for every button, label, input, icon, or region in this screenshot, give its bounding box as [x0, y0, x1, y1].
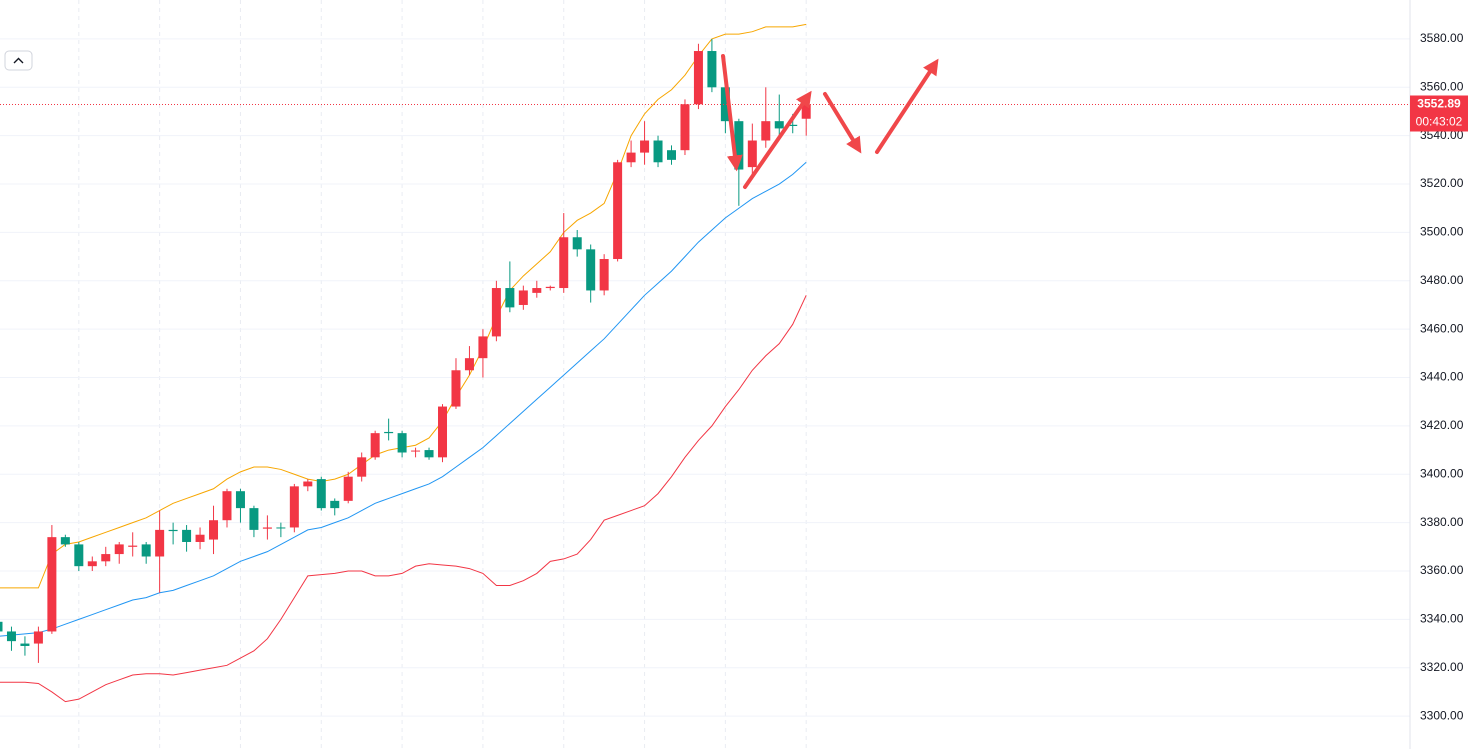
- y-tick-label: 3500.00: [1420, 225, 1464, 239]
- candle-body: [411, 450, 421, 452]
- candle-body: [0, 621, 3, 632]
- candle-body: [518, 290, 528, 305]
- candle-body: [6, 631, 16, 642]
- candle-body: [370, 433, 380, 458]
- y-tick-label: 3400.00: [1420, 466, 1464, 480]
- candle-body: [693, 51, 703, 105]
- candle-body: [734, 121, 744, 170]
- y-tick-label: 3560.00: [1420, 79, 1464, 93]
- candle-body: [491, 288, 501, 337]
- arrow: [721, 54, 743, 172]
- candle-body: [316, 479, 326, 509]
- candle-body: [330, 500, 340, 509]
- arrow: [823, 92, 862, 154]
- candle-body: [464, 358, 474, 371]
- candle-body: [168, 529, 178, 532]
- candle-body: [599, 259, 609, 291]
- candle-body: [424, 450, 434, 458]
- candle-body: [559, 237, 569, 289]
- candle-body: [60, 537, 70, 545]
- candle-body: [680, 104, 690, 151]
- button-frame[interactable]: [4, 50, 33, 71]
- candle-body: [209, 520, 219, 540]
- candle-body: [155, 529, 165, 557]
- candle-body: [572, 237, 582, 250]
- candle-body: [47, 537, 57, 632]
- annotation-arrows: [721, 54, 939, 189]
- candle-body: [128, 545, 138, 547]
- candle-body: [222, 491, 232, 521]
- candle-body: [195, 534, 205, 542]
- candle-body: [667, 150, 676, 160]
- candle-body: [451, 370, 461, 407]
- time-grid: [78, 0, 807, 749]
- candle-body: [613, 162, 623, 260]
- y-tick-label: 3300.00: [1420, 708, 1464, 722]
- candle-body: [532, 288, 542, 293]
- y-tick-label: 3580.00: [1420, 31, 1464, 45]
- candle-body: [33, 631, 43, 644]
- plot: [0, 23, 1410, 717]
- collapse-button[interactable]: [4, 50, 33, 71]
- candle-body: [653, 140, 663, 163]
- y-tick-label: 3320.00: [1420, 660, 1464, 674]
- candle-body: [74, 544, 84, 567]
- arrow: [875, 58, 939, 154]
- candle-body: [761, 121, 771, 141]
- candle-body: [276, 527, 286, 529]
- candle-body: [357, 457, 367, 477]
- chevron-icon[interactable]: [13, 57, 24, 64]
- countdown-label: 00:43:02: [1416, 115, 1463, 129]
- price-label-box: [1410, 95, 1468, 132]
- candle-body: [114, 544, 124, 555]
- candle-body: [626, 152, 636, 163]
- candle-body: [101, 554, 111, 562]
- candle-body: [747, 140, 757, 168]
- y-tick-label: 3480.00: [1420, 273, 1464, 287]
- candle-body: [505, 288, 515, 308]
- candle-body: [774, 121, 784, 129]
- y-tick-label: 3360.00: [1420, 563, 1464, 577]
- candle-body: [707, 51, 717, 88]
- candle-body: [262, 527, 272, 529]
- candle-body: [235, 491, 245, 509]
- y-tick-label: 3440.00: [1420, 370, 1464, 384]
- candle-body: [249, 508, 259, 530]
- last-price-label: 3552.89: [1417, 97, 1461, 111]
- candle-body: [720, 87, 730, 122]
- candle-body: [141, 544, 151, 557]
- y-tick-label: 3420.00: [1420, 418, 1464, 432]
- candle-body: [20, 643, 30, 646]
- candle-body: [289, 486, 299, 528]
- arrow: [743, 90, 812, 189]
- candle-body: [788, 124, 798, 127]
- candle-body: [478, 336, 488, 359]
- candle-body: [640, 140, 650, 153]
- y-tick-label: 3460.00: [1420, 321, 1464, 335]
- candle-body: [384, 431, 394, 434]
- band-line: [0, 295, 807, 703]
- candle-body: [438, 406, 448, 458]
- candle-body: [182, 529, 192, 542]
- candle-body: [586, 249, 596, 291]
- candle-body: [87, 561, 97, 567]
- y-tick-label: 3520.00: [1420, 176, 1464, 190]
- candle-body: [303, 481, 313, 487]
- candle-body: [343, 476, 353, 501]
- band-line: [0, 161, 807, 637]
- candle-body: [397, 433, 407, 453]
- candle-body: [545, 286, 555, 289]
- y-tick-label: 3340.00: [1420, 612, 1464, 626]
- y-tick-label: 3380.00: [1420, 515, 1464, 529]
- candle-body: [801, 104, 811, 119]
